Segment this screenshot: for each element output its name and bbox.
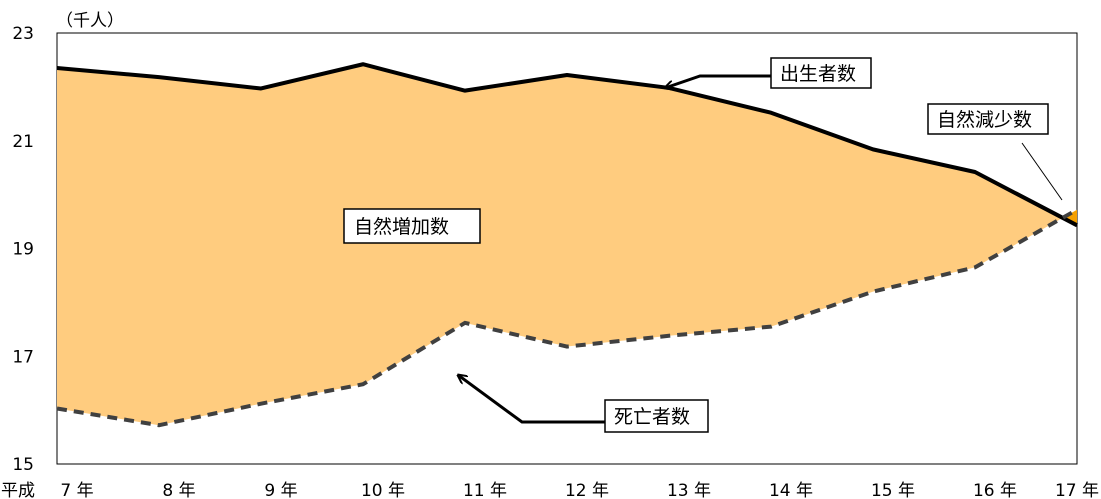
x-tick-label: 12 年 <box>565 481 609 499</box>
y-tick-label: 19 <box>12 240 34 260</box>
y-tick-label: 23 <box>12 24 34 44</box>
x-tick-label: 11 年 <box>463 481 507 499</box>
deaths-label: 死亡者数 <box>614 406 690 428</box>
deaths-label-box <box>604 399 709 433</box>
x-tick-label: 14 年 <box>769 481 813 499</box>
x-axis-ticks: 7 年 8 年 9 年 10 年 11 年 12 年 13 年 14 年 15 年 16 年 17 … <box>60 481 1099 499</box>
y-axis-ticks: 15 17 19 21 23 <box>12 24 34 475</box>
increase-label-box <box>343 208 481 244</box>
increase-label: 自然増加数 <box>354 216 449 238</box>
x-tick-label: 17 年 <box>1055 481 1099 499</box>
births-pointer-arrow <box>665 74 771 88</box>
decrease-pointer-line <box>1021 142 1063 201</box>
births-line <box>56 62 1078 228</box>
x-axis-prefix: 平成 <box>1 481 35 499</box>
births-label: 出生者数 <box>780 63 856 85</box>
deaths-pointer-arrow <box>458 375 605 424</box>
x-tick-label: 9 年 <box>264 481 297 499</box>
decrease-label: 自然減少数 <box>937 109 1032 131</box>
x-tick-label: 10 年 <box>361 481 405 499</box>
y-tick-label: 15 <box>12 455 34 475</box>
y-unit-label: （千人） <box>56 11 124 31</box>
births-label-box <box>770 57 872 89</box>
x-tick-label: 7 年 <box>60 481 93 499</box>
y-tick-label: 17 <box>12 347 34 367</box>
x-tick-label: 13 年 <box>667 481 711 499</box>
x-tick-label: 16 年 <box>973 481 1017 499</box>
x-tick-label: 15 年 <box>871 481 915 499</box>
decrease-label-box <box>927 103 1049 135</box>
natural-increase-area <box>57 64 1063 426</box>
y-tick-label: 21 <box>12 132 34 152</box>
x-tick-label: 8 年 <box>162 481 195 499</box>
deaths-line <box>56 207 1078 428</box>
